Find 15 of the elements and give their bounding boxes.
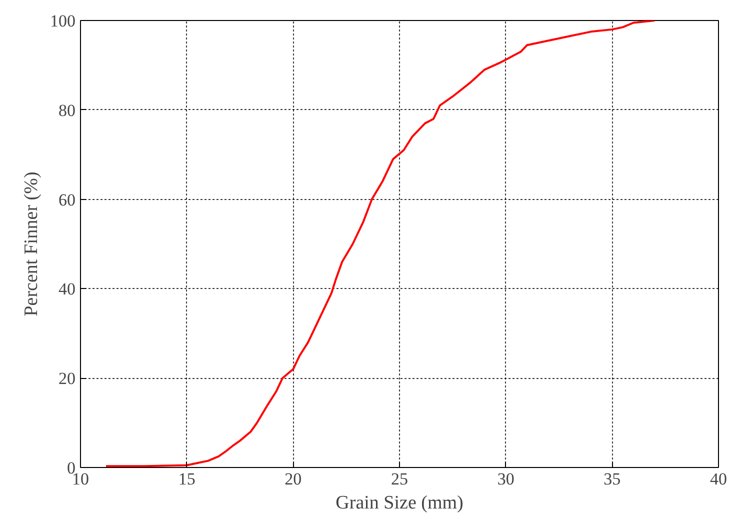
y-tick-label: 60 [58,190,76,210]
y-axis-title: Percent Finner (%) [21,172,42,316]
y-tick-label: 20 [58,369,76,388]
y-tick-label: 80 [58,100,76,120]
x-tick-label: 15 [178,470,196,488]
y-tick-label: 40 [58,280,76,299]
x-tick-label: 20 [284,470,302,488]
x-tick-label: 40 [710,470,727,488]
x-tick-label: 35 [604,470,621,488]
x-tick-label: 25 [391,470,408,488]
line-series [105,20,656,468]
y-tick-label: 0 [67,458,76,478]
y-tick-label: 100 [50,12,76,30]
x-tick-label: 30 [497,470,514,488]
x-axis-title: Grain Size (mm) [336,492,464,514]
